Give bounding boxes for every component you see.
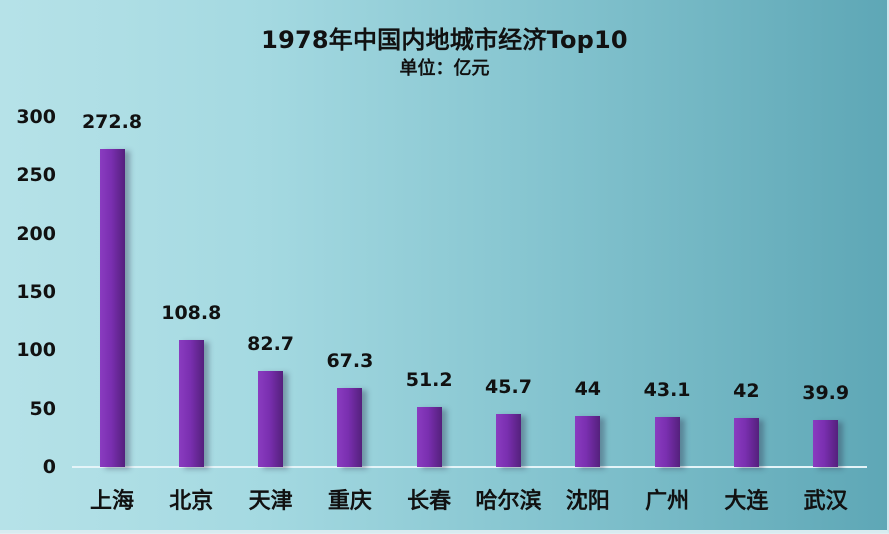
bar[interactable] [733,418,759,467]
chart-title: 1978年中国内地城市经济Top10 [261,26,628,54]
bar-value-label: 45.7 [485,375,532,398]
x-tick-label: 天津 [248,489,293,514]
x-tick-label: 广州 [645,489,690,514]
bar-value-label: 43.1 [643,378,691,401]
bar-value-label: 44 [574,377,602,400]
bar[interactable] [496,413,521,467]
bar[interactable] [178,340,204,467]
x-axis-baseline [72,466,867,468]
x-tick-label: 哈尔滨 [475,489,542,514]
x-tick-label: 沈阳 [565,489,610,514]
bar[interactable] [337,388,363,467]
bar-value-label: 82.7 [247,332,295,355]
y-tick-label: 200 [16,222,56,245]
y-tick-label: 250 [16,164,56,187]
bar-value-label: 39.9 [802,382,850,405]
y-tick-label: 150 [16,281,56,303]
x-tick-label: 大连 [724,489,769,514]
x-tick-label: 武汉 [803,489,848,514]
bar[interactable] [813,420,839,467]
x-tick-label: 北京 [169,489,214,514]
bar-value-label: 51.2 [405,369,453,392]
x-tick-label: 重庆 [327,489,372,514]
bar-value-label: 272.8 [81,110,143,133]
bar[interactable] [654,416,680,467]
x-tick-label: 上海 [89,489,134,514]
y-tick-label: 100 [16,339,56,362]
bar-value-label: 108.8 [161,302,222,325]
y-tick-label: 300 [16,106,56,128]
bar-value-label: 67.3 [326,350,374,373]
bar[interactable] [258,370,284,467]
bar-value-label: 42 [733,380,760,402]
chart-subtitle: 单位：亿元 [399,58,490,79]
y-tick-label: 50 [29,397,56,420]
y-tick-label: 0 [42,456,56,478]
bar[interactable] [416,407,442,467]
bar[interactable] [575,415,601,467]
x-tick-label: 长春 [407,489,452,514]
bar[interactable] [99,148,125,467]
